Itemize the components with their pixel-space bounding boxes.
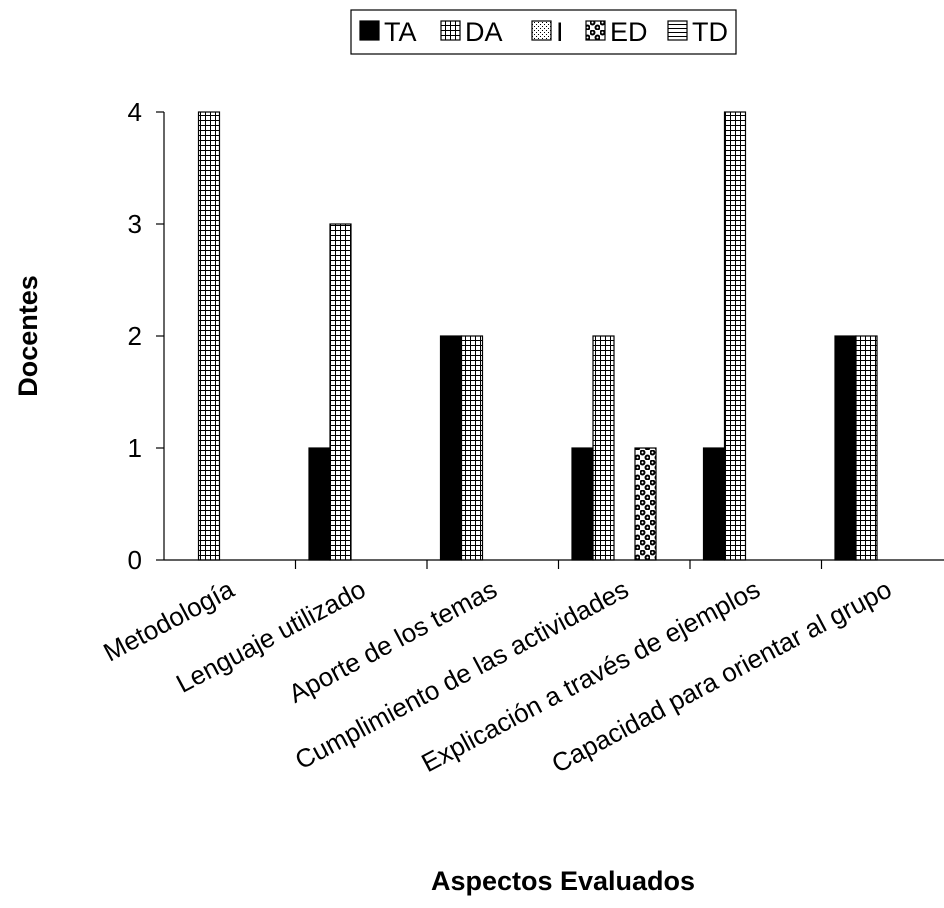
- legend-swatch-da: [440, 20, 461, 41]
- bar-da-5: [723, 111, 747, 561]
- y-tick-label: 1: [128, 433, 142, 463]
- y-tick-label: 4: [128, 97, 142, 127]
- bar-ta-6: [834, 335, 857, 561]
- bar-da-1: [197, 111, 221, 561]
- bar-ta-2: [308, 447, 331, 561]
- bar-da-2: [329, 223, 352, 561]
- legend-label-ta: TA: [384, 17, 417, 47]
- bar-ta-5: [702, 447, 726, 561]
- bar-da-3: [460, 335, 484, 561]
- legend-label-td: TD: [692, 17, 728, 47]
- legend-swatch-i: [531, 20, 552, 41]
- legend-label-ed: ED: [610, 17, 648, 47]
- bar-da-6: [855, 335, 878, 561]
- legend-label-da: DA: [465, 17, 503, 47]
- legend-swatch-ed: [585, 20, 606, 41]
- legend-swatch-ta: [359, 20, 380, 41]
- x-axis-title: Aspectos Evaluados: [431, 866, 695, 896]
- y-tick-label: 2: [128, 321, 142, 351]
- bar-da-4: [592, 335, 615, 561]
- legend-swatch-td: [667, 20, 688, 41]
- bar-ed-4: [634, 447, 657, 561]
- y-tick-label: 0: [128, 545, 142, 575]
- y-axis-title: Docentes: [13, 275, 43, 397]
- bar-ta-4: [571, 447, 594, 561]
- legend-label-i: I: [556, 17, 564, 47]
- bar-ta-3: [439, 335, 463, 561]
- legend: TA DA I ED TD: [350, 9, 737, 55]
- y-tick-label: 3: [128, 209, 142, 239]
